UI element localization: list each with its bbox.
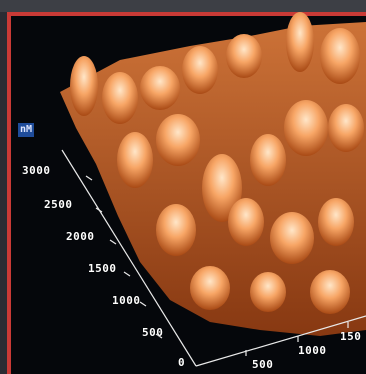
y-tick-0: 0 bbox=[178, 356, 186, 369]
x-tick-1000: 1000 bbox=[298, 344, 327, 357]
axis-lines bbox=[61, 149, 366, 367]
y-tick-2500: 2500 bbox=[44, 198, 73, 211]
units-badge: nM bbox=[18, 123, 34, 137]
window-top-bar bbox=[0, 0, 366, 12]
y-tick-2000: 2000 bbox=[66, 230, 95, 243]
surface-peaks bbox=[70, 12, 364, 314]
x-tick-500: 500 bbox=[252, 358, 274, 371]
x-tick-150: 150 bbox=[340, 330, 362, 343]
y-tick-1000: 1000 bbox=[112, 294, 141, 307]
y-tick-1500: 1500 bbox=[88, 262, 117, 275]
y-tick-500: 500 bbox=[142, 326, 164, 339]
y-tick-3000: 3000 bbox=[22, 164, 51, 177]
